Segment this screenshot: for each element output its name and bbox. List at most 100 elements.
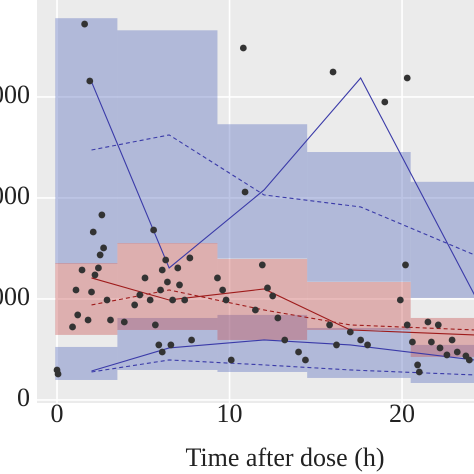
band [307, 327, 411, 378]
data-point [141, 274, 149, 282]
data-point [181, 296, 189, 304]
data-point [364, 341, 371, 349]
data-point [269, 292, 277, 300]
data-point [214, 274, 221, 282]
data-point [84, 316, 92, 324]
data-point [424, 318, 432, 326]
data-point [136, 291, 144, 299]
band [55, 346, 118, 380]
data-point [69, 323, 76, 331]
data-point [89, 228, 97, 236]
data-point [120, 318, 128, 326]
band [55, 18, 118, 264]
line [91, 277, 474, 336]
band [117, 243, 218, 330]
data-point [186, 254, 194, 262]
line [91, 339, 474, 372]
data-point [169, 296, 177, 304]
data-point [227, 356, 235, 364]
data-point [436, 344, 444, 352]
data-point [151, 321, 159, 329]
data-point [162, 256, 170, 264]
data-point [150, 226, 158, 234]
data-point [443, 351, 451, 359]
data-point [434, 321, 442, 329]
y-tick-label: 000 [0, 80, 30, 109]
data-point [453, 348, 461, 356]
data-point [188, 336, 195, 344]
x-axis-label: Time after dose (h) [185, 443, 384, 472]
data-point [98, 211, 106, 219]
data-point [167, 341, 175, 349]
data-point [414, 361, 421, 369]
data-point [396, 296, 404, 304]
data-point [78, 266, 86, 274]
band [117, 30, 218, 244]
data-point [448, 336, 456, 344]
line [91, 359, 474, 376]
band [217, 258, 308, 340]
band [307, 152, 411, 282]
data-point [222, 296, 230, 304]
data-point [88, 288, 95, 296]
x-tick-label: 10 [217, 399, 243, 428]
data-point [357, 336, 365, 344]
band [410, 181, 474, 298]
data-point [329, 68, 337, 76]
data-point [157, 286, 164, 294]
data-point [281, 336, 289, 344]
data-point [81, 20, 89, 28]
data-point [402, 261, 409, 269]
data-point [333, 341, 340, 349]
data-point [158, 266, 166, 274]
line [91, 289, 474, 331]
data-point [54, 370, 62, 378]
data-point [158, 348, 166, 356]
data-point [295, 348, 302, 356]
band [307, 281, 411, 330]
data-point [146, 296, 154, 304]
data-point [403, 321, 411, 329]
data-point [91, 271, 99, 279]
data-point [96, 251, 104, 259]
data-point [403, 74, 411, 82]
data-point [326, 321, 333, 329]
data-point [415, 368, 423, 376]
data-point [131, 301, 139, 309]
data-point [258, 261, 266, 269]
x-tick-label: 0 [51, 399, 64, 428]
data-point [241, 188, 249, 196]
data-point [239, 44, 247, 52]
data-point [95, 264, 102, 272]
data-point [72, 286, 80, 294]
data-point [409, 338, 416, 346]
data-point [100, 244, 107, 252]
band [117, 317, 218, 370]
y-tick-label: 000 [0, 181, 30, 210]
data-point [155, 341, 163, 349]
data-point [427, 338, 435, 346]
band [410, 344, 474, 384]
data-point [107, 316, 114, 324]
y-tick-label: 000 [0, 282, 30, 311]
line [91, 134, 474, 256]
data-point [174, 264, 182, 272]
data-point [381, 98, 389, 106]
data-point [346, 328, 354, 336]
x-tick-label: 20 [389, 399, 415, 428]
data-point [86, 77, 94, 85]
band [410, 317, 474, 357]
data-point [74, 311, 82, 319]
data-point [164, 278, 171, 286]
data-point [302, 356, 309, 364]
y-tick-label: 0 [17, 383, 30, 412]
line [91, 77, 474, 296]
data-point [103, 296, 111, 304]
data-point [264, 284, 271, 292]
data-point [219, 286, 227, 294]
data-point [252, 306, 259, 314]
data-point [176, 281, 183, 289]
data-point [274, 314, 282, 322]
data-point [465, 356, 473, 364]
